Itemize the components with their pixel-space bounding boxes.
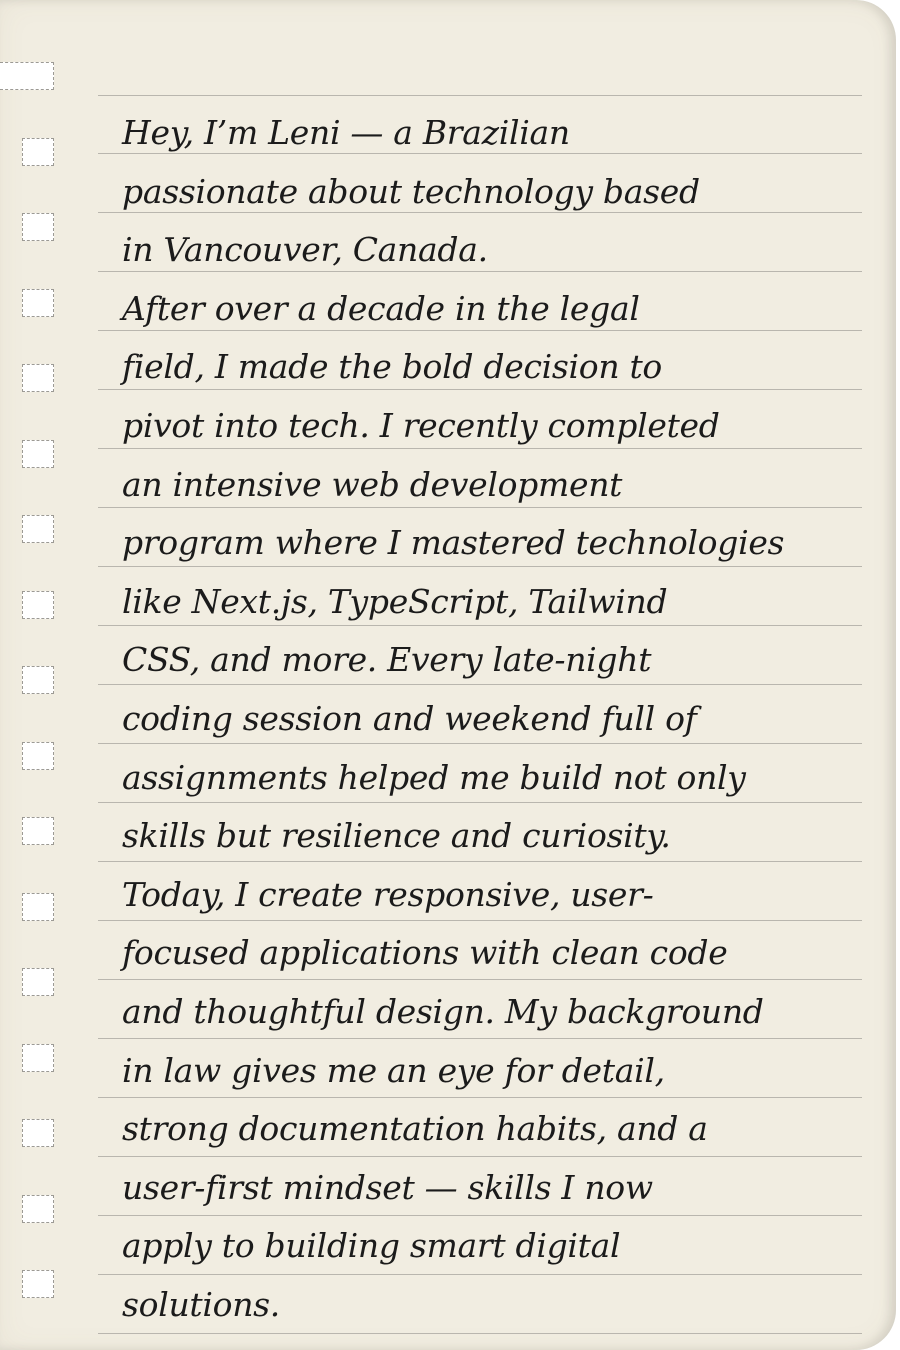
note-line: field, I made the bold decision to <box>122 347 663 387</box>
note-line: apply to building smart digital <box>122 1226 621 1266</box>
note-line: program where I mastered technologies <box>122 523 785 563</box>
note-line: an intensive web development <box>122 464 623 504</box>
note-line: in Vancouver, Canada. <box>122 230 488 270</box>
note-line: pivot into tech. I recently completed <box>122 405 720 445</box>
note-line: skills but resilience and curiosity. <box>122 816 671 856</box>
binder-hole <box>22 666 54 694</box>
note-line: Today, I create responsive, user- <box>122 874 654 914</box>
note-line: solutions. <box>122 1284 280 1324</box>
binder-hole <box>22 1119 54 1147</box>
binder-hole <box>22 138 54 166</box>
note-line: CSS, and more. Every late-night <box>122 640 652 680</box>
binder-hole <box>22 515 54 543</box>
note-line: After over a decade in the legal <box>122 288 640 328</box>
note-line: and thoughtful design. My background <box>122 991 764 1031</box>
note-line: user-first mindset — skills I now <box>122 1167 653 1207</box>
binder-hole <box>22 968 54 996</box>
binder-holes <box>0 0 80 1350</box>
binder-hole <box>22 1044 54 1072</box>
note-line: strong documentation habits, and a <box>122 1109 708 1149</box>
note-line: like Next.js, TypeScript, Tailwind <box>122 581 668 621</box>
note-line: in law gives me an eye for detail, <box>122 1050 665 1090</box>
binder-hole <box>22 742 54 770</box>
binder-hole <box>22 364 54 392</box>
ruled-lines <box>98 95 862 1335</box>
note-line: passionate about technology based <box>122 171 700 211</box>
binder-hole <box>22 591 54 619</box>
binder-hole <box>22 1195 54 1223</box>
note-line: focused applications with clean code <box>122 933 728 973</box>
binder-hole <box>22 213 54 241</box>
note-line: coding session and weekend full of <box>122 698 697 738</box>
binder-hole <box>0 62 54 90</box>
note-line: Hey, I’m Leni — a Brazilian <box>122 113 570 152</box>
binder-hole <box>22 1270 54 1298</box>
binder-hole <box>22 893 54 921</box>
binder-hole <box>22 817 54 845</box>
handwritten-note: Hey, I’m Leni — a Brazilian passionate a… <box>122 104 867 1334</box>
binder-hole <box>22 289 54 317</box>
note-line: assignments helped me build not only <box>122 757 746 797</box>
binder-hole <box>22 440 54 468</box>
